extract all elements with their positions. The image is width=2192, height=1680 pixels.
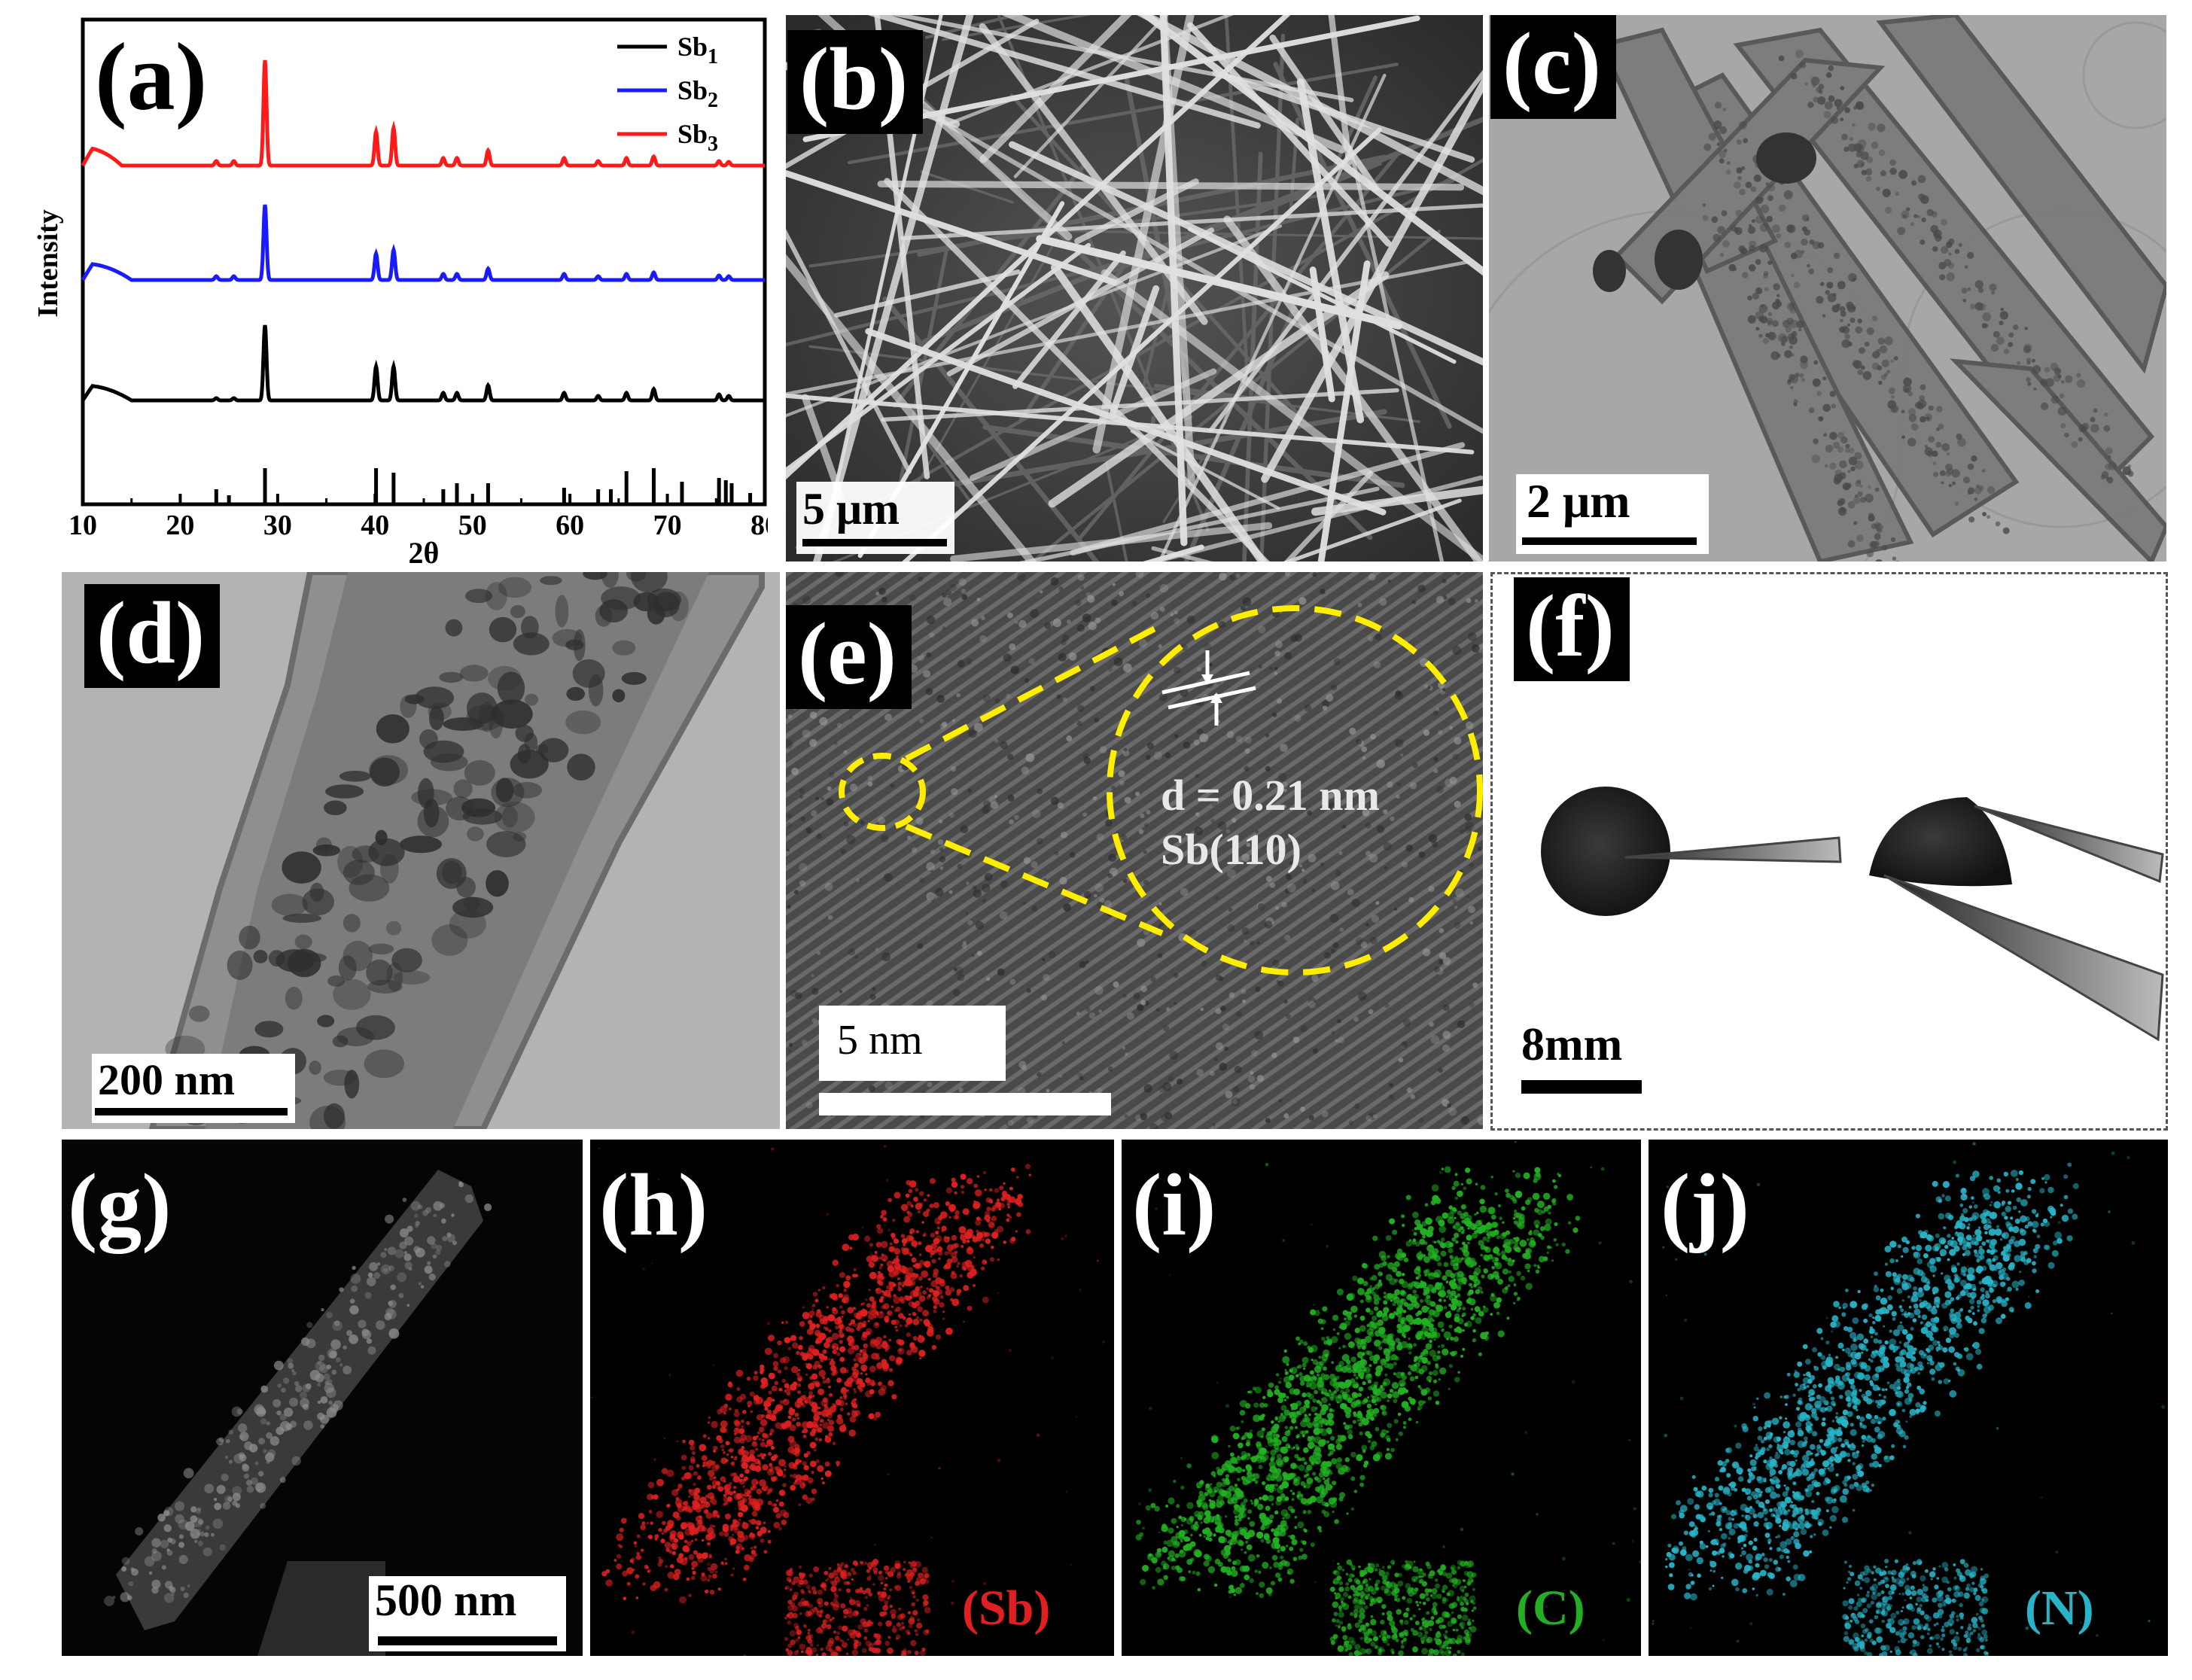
sem-image xyxy=(786,15,1483,562)
panel-label-g: (g) xyxy=(68,1155,172,1254)
y-axis-label: Intensity xyxy=(32,209,64,318)
panel-label-e: (e) xyxy=(786,605,912,709)
series-line-Sb3 xyxy=(81,59,765,168)
panel-e: (e) d = 0.21 nm Sb(110) 5 nm xyxy=(786,572,1483,1129)
x-tick-label: 20 xyxy=(166,510,194,541)
x-tick-label: 60 xyxy=(556,510,584,541)
panel-j: (j) (N) xyxy=(1649,1140,2168,1656)
x-tick-label: 10 xyxy=(68,510,97,541)
panel-c: (c) 2 μm xyxy=(1489,15,2166,562)
scale-bar-e-bg xyxy=(819,1006,1006,1081)
legend-label: Sb2 xyxy=(677,75,718,112)
series-line-Sb2 xyxy=(81,204,765,282)
x-tick-label: 70 xyxy=(653,510,682,541)
panel-label-d: (d) xyxy=(84,584,221,688)
scale-bar-c xyxy=(1522,537,1697,545)
eds-map-n xyxy=(1649,1140,2168,1656)
membrane-photo xyxy=(1541,787,2164,1042)
panel-d: (d) 200 nm xyxy=(62,572,780,1129)
zoom-small-circle xyxy=(839,753,926,831)
panel-h: (h) (Sb) xyxy=(590,1140,1114,1656)
panel-label-a: (a) xyxy=(95,23,208,130)
flat-membrane xyxy=(1541,787,1670,916)
x-tick-label: 40 xyxy=(361,510,389,541)
panel-i: (i) (C) xyxy=(1122,1140,1641,1656)
panel-label-h: (h) xyxy=(599,1155,708,1254)
bent-membrane xyxy=(1869,797,2012,887)
scale-bar-d xyxy=(95,1108,288,1115)
panel-label-c: (c) xyxy=(1490,15,1616,119)
panel-b: (b) 5 μm xyxy=(786,15,1483,562)
scale-label-e: 5 nm xyxy=(837,1017,923,1064)
x-tick-label: 80 xyxy=(750,510,768,541)
element-label-n: (N) xyxy=(2025,1581,2094,1636)
panel-label-i: (i) xyxy=(1132,1155,1216,1254)
x-axis-label: 2θ xyxy=(409,536,440,570)
series-line-Sb1 xyxy=(81,324,765,403)
scale-label-d: 200 nm xyxy=(98,1055,236,1104)
panel-f: (f) 8mm xyxy=(1490,572,2168,1131)
legend-label: Sb3 xyxy=(677,119,718,156)
scale-label-b: 5 μm xyxy=(802,484,900,534)
d-spacing-label: d = 0.21 nm xyxy=(1161,771,1380,820)
panel-label-f: (f) xyxy=(1514,577,1630,681)
zoom-large-circle xyxy=(1107,605,1483,975)
element-label-sb: (Sb) xyxy=(962,1581,1051,1636)
panel-g: (g) 500 nm xyxy=(62,1140,583,1656)
scale-label-g: 500 nm xyxy=(375,1575,517,1625)
scale-bar-b xyxy=(802,539,947,546)
legend-label: Sb1 xyxy=(677,32,718,68)
scale-bar-g xyxy=(378,1636,557,1645)
plot-frame xyxy=(81,17,767,507)
stem-image xyxy=(62,1140,583,1656)
x-tick-label: 50 xyxy=(458,510,487,541)
eds-map-c xyxy=(1122,1140,1641,1656)
eds-map-sb xyxy=(590,1140,1114,1656)
element-label-c: (C) xyxy=(1516,1581,1585,1636)
scale-label-f: 8mm xyxy=(1521,1019,1623,1070)
scale-bar-e xyxy=(819,1093,1111,1115)
panel-label-j: (j) xyxy=(1661,1155,1749,1254)
scale-label-c: 2 μm xyxy=(1527,474,1630,528)
lattice-plane-label: Sb(110) xyxy=(1161,825,1302,874)
x-tick-label: 30 xyxy=(263,510,292,541)
scale-bar-f xyxy=(1521,1080,1642,1094)
xrd-chart: 10 20 30 40 50 60 70 80 Sb1 Sb2 Sb3 Intensity 2θ xyxy=(32,17,768,570)
panel-label-b: (b) xyxy=(787,30,924,134)
